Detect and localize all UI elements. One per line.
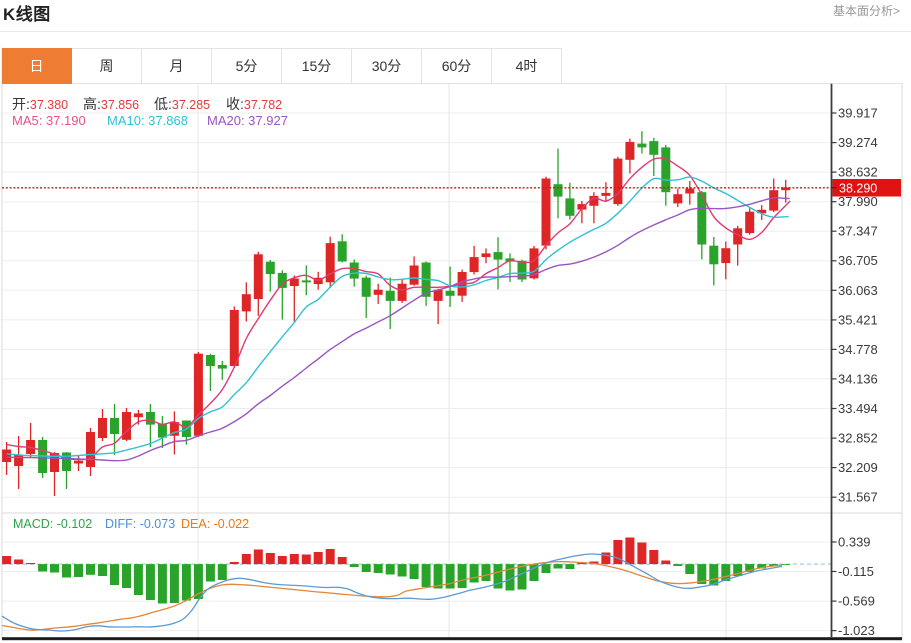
svg-text:39.917: 39.917 (838, 106, 878, 121)
svg-text:37.990: 37.990 (838, 194, 878, 209)
svg-text:0.339: 0.339 (838, 535, 871, 550)
svg-text:-1.023: -1.023 (838, 623, 875, 638)
svg-text:37.347: 37.347 (838, 224, 878, 239)
svg-text:38.290: 38.290 (839, 182, 877, 196)
svg-text:34.778: 34.778 (838, 342, 878, 357)
svg-text:36.063: 36.063 (838, 283, 878, 298)
svg-text:32.852: 32.852 (838, 431, 878, 446)
svg-text:32.209: 32.209 (838, 460, 878, 475)
svg-text:-0.569: -0.569 (838, 594, 875, 609)
svg-text:34.136: 34.136 (838, 371, 878, 386)
svg-text:36.705: 36.705 (838, 253, 878, 268)
svg-text:31.567: 31.567 (838, 490, 878, 505)
svg-text:35.421: 35.421 (838, 312, 878, 327)
svg-text:33.494: 33.494 (838, 401, 878, 416)
svg-text:38.632: 38.632 (838, 165, 878, 180)
svg-text:39.274: 39.274 (838, 135, 878, 150)
svg-text:-0.115: -0.115 (838, 564, 874, 579)
